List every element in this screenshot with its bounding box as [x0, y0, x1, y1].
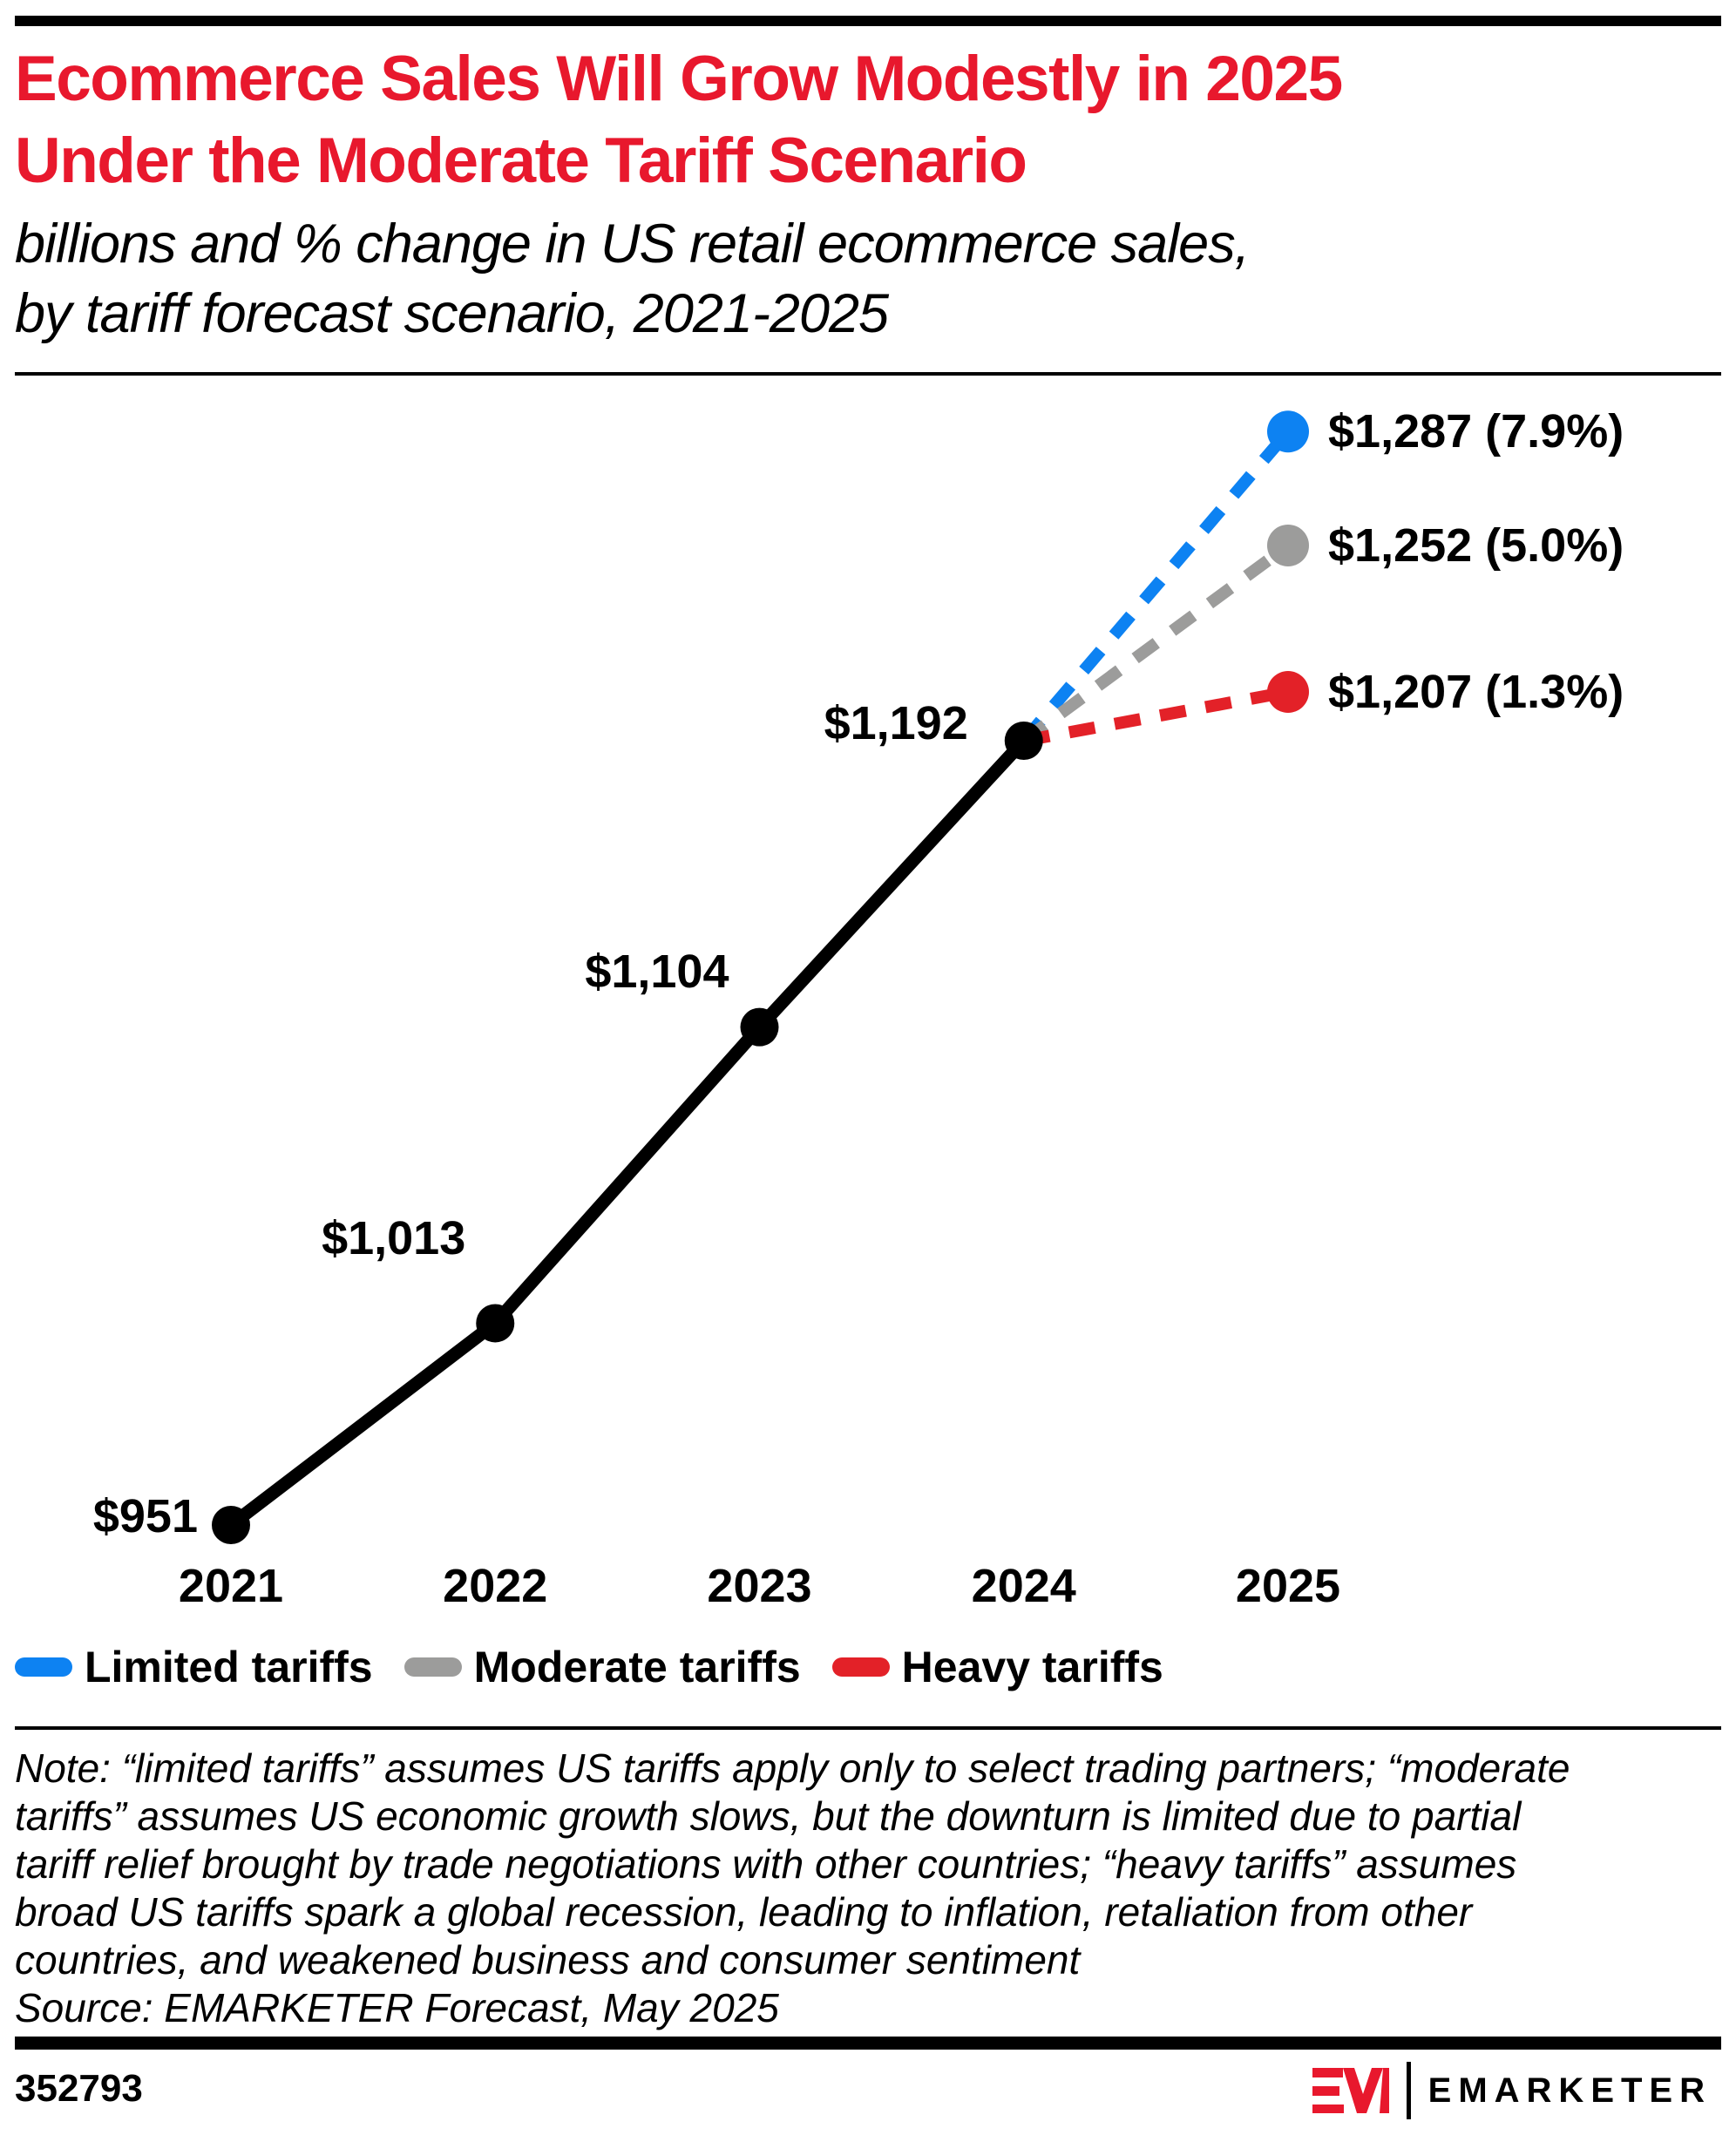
forecast-point-2: [1267, 670, 1309, 713]
legend-label-moderate: Moderate tariffs: [473, 1643, 801, 1691]
legend: Limited tariffs Moderate tariffs Heavy t…: [15, 1642, 1163, 1692]
history-point-1: [476, 1304, 515, 1343]
legend-item-heavy: Heavy tariffs: [831, 1642, 1163, 1692]
chart-subtitle-line2: by tariff forecast scenario, 2021-2025: [15, 283, 889, 344]
forecast-line-1: [1020, 540, 1292, 746]
legend-item-limited: Limited tariffs: [15, 1642, 373, 1692]
chart-title: Ecommerce Sales Will Grow Modestly in 20…: [15, 38, 1343, 202]
data-label-2022: $1,013: [322, 1212, 466, 1265]
history-point-3: [1004, 722, 1043, 761]
forecast-label-heavy: $1,207 (1.3%): [1328, 665, 1624, 718]
legend-swatch-moderate-icon: [403, 1657, 462, 1677]
chart-subtitle-line1: billions and % change in US retail ecomm…: [15, 214, 1250, 274]
forecast-line-0: [1019, 427, 1293, 745]
top-accent-bar: [15, 16, 1721, 26]
x-tick-2021: 2021: [178, 1560, 284, 1612]
x-tick-2023: 2023: [707, 1560, 812, 1612]
legend-label-limited: Limited tariffs: [85, 1643, 373, 1691]
history-line: [227, 735, 1029, 1530]
note-divider-line: [15, 1726, 1721, 1730]
x-tick-2024: 2024: [971, 1560, 1076, 1612]
legend-item-moderate: Moderate tariffs: [403, 1642, 801, 1692]
forecast-label-limited: $1,287 (7.9%): [1328, 405, 1624, 458]
forecast-label-moderate: $1,252 (5.0%): [1328, 518, 1624, 572]
data-label-2023: $1,104: [585, 945, 729, 998]
footer-bar: [15, 2037, 1721, 2050]
forecast-point-0: [1267, 410, 1309, 453]
footnote-line5: countries, and weakened business and con…: [15, 1937, 1081, 1982]
emarketer-logo: EMARKETER: [1312, 2060, 1712, 2121]
footnote-line2: tariffs” assumes US economic growth slow…: [15, 1793, 1522, 1839]
chart-title-line1: Ecommerce Sales Will Grow Modestly in 20…: [15, 44, 1343, 114]
data-label-2024: $1,192: [824, 697, 968, 749]
emarketer-em-mark-icon: [1312, 2068, 1389, 2113]
forecast-point-1: [1267, 524, 1309, 566]
footnote: Note: “limited tariffs” assumes US tarif…: [15, 1745, 1570, 2032]
chart-title-line2: Under the Moderate Tariff Scenario: [15, 125, 1027, 196]
chart-id: 352793: [15, 2067, 143, 2110]
x-tick-2022: 2022: [443, 1560, 548, 1612]
legend-swatch-limited-icon: [15, 1657, 72, 1677]
data-label-2021: $951: [92, 1490, 198, 1542]
emarketer-wordmark: EMARKETER: [1427, 2071, 1712, 2110]
footnote-line4: broad US tariffs spark a global recessio…: [15, 1889, 1473, 1935]
legend-label-heavy: Heavy tariffs: [901, 1643, 1163, 1691]
source-line: Source: EMARKETER Forecast, May 2025: [15, 1985, 779, 2030]
header-divider-line: [15, 372, 1721, 376]
chart-subtitle: billions and % change in US retail ecomm…: [15, 209, 1250, 349]
legend-swatch-heavy-icon: [831, 1657, 890, 1677]
footnote-line1: Note: “limited tariffs” assumes US tarif…: [15, 1745, 1570, 1791]
logo-divider: [1406, 2062, 1411, 2119]
history-point-0: [212, 1506, 250, 1544]
footnote-line3: tariff relief brought by trade negotiati…: [15, 1841, 1517, 1887]
history-point-2: [740, 1007, 779, 1047]
x-tick-2025: 2025: [1235, 1560, 1341, 1612]
